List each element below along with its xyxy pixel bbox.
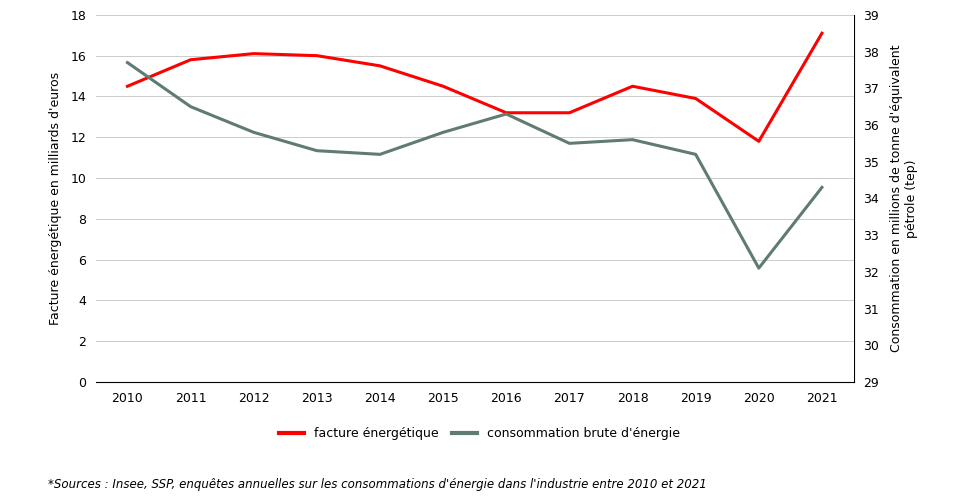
Y-axis label: Facture énergétique en milliards d'euros: Facture énergétique en milliards d'euros (49, 72, 62, 325)
Y-axis label: Consommation en millions de tonne d'équivalent
pétrole (tep): Consommation en millions de tonne d'équi… (890, 45, 918, 352)
Legend: facture énergétique, consommation brute d'énergie: facture énergétique, consommation brute … (274, 422, 685, 445)
Text: *Sources : Insee, SSP, enquêtes annuelles sur les consommations d'énergie dans l: *Sources : Insee, SSP, enquêtes annuelle… (48, 478, 707, 491)
